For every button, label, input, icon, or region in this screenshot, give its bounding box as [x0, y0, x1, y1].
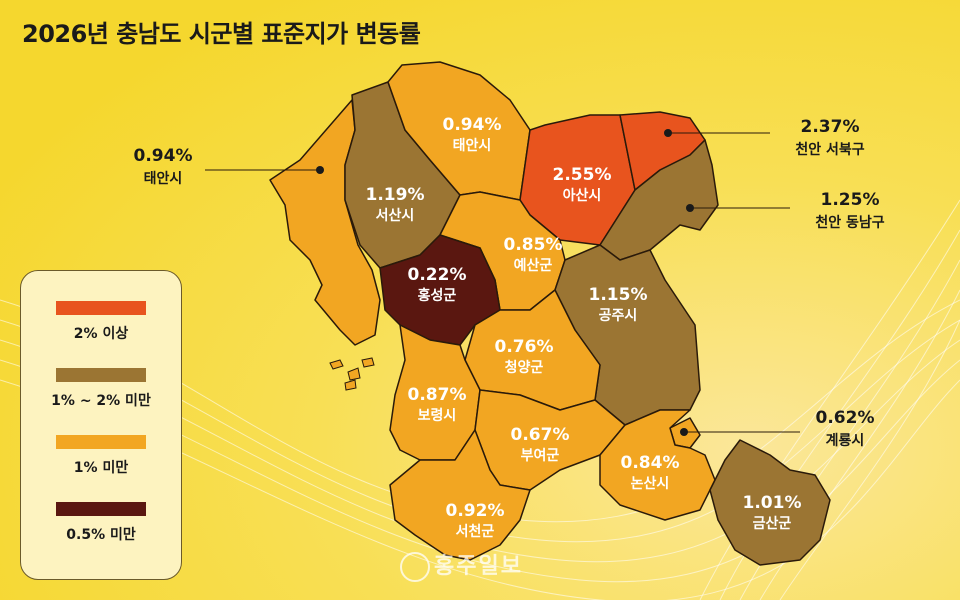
- label-cheonan-seobuk: 2.37% 천안 서북구: [775, 117, 885, 159]
- gyeryong-name: 계룡시: [825, 433, 865, 449]
- region-name-label: 부여군: [521, 447, 560, 464]
- watermark-text: 홍주일보: [434, 554, 523, 579]
- legend: 2% 이상 1% ~ 2% 미만 1% 미만 0.5% 미만: [20, 270, 182, 580]
- region-name-label: 예산군: [514, 257, 553, 274]
- taean-value: 0.94%: [133, 146, 193, 166]
- region-name-label: 서산시: [376, 207, 415, 224]
- legend-swatch: [56, 301, 146, 315]
- region-value-label: 1.01%: [743, 493, 802, 513]
- cheonan-dongnam-value: 1.25%: [820, 190, 880, 210]
- legend-label: 0.5% 미만: [66, 527, 136, 543]
- region-name-label: 금산군: [753, 515, 792, 532]
- region-value-label: 0.76%: [495, 337, 554, 357]
- legend-swatch: [56, 435, 146, 449]
- legend-label: 2% 이상: [73, 326, 129, 342]
- leader-dots: [316, 129, 694, 436]
- region-value-label: 1.15%: [589, 285, 648, 305]
- region-value-label: 0.67%: [511, 425, 570, 445]
- region-value-label: 1.19%: [366, 185, 425, 205]
- legend-swatch: [56, 502, 146, 516]
- region-name-label: 보령시: [418, 408, 457, 424]
- region-seocheon[interactable]: [389, 429, 531, 561]
- taean-name: 태안시: [143, 171, 183, 187]
- watermark-logo-icon: [400, 552, 430, 582]
- label-taean: 0.94% 태안시: [118, 146, 208, 188]
- region-value-label: 0.87%: [408, 385, 467, 405]
- legend-swatch: [56, 368, 146, 382]
- region-name-label: 아산시: [563, 187, 602, 204]
- watermark: 홍주일보: [400, 548, 523, 582]
- legend-item-under05: 0.5% 미만: [21, 502, 181, 544]
- region-value-label: 0.85%: [504, 235, 563, 255]
- region-geumsan[interactable]: [709, 439, 831, 566]
- region-value-label: 0.84%: [621, 453, 680, 473]
- region-name-label: 공주시: [599, 308, 638, 324]
- legend-item-under1: 1% 미만: [21, 435, 181, 477]
- region-value-label: 0.92%: [446, 501, 505, 521]
- region-name-label: 홍성군: [418, 287, 457, 304]
- cheonan-seobuk-name: 천안 서북구: [795, 142, 865, 158]
- label-cheonan-dongnam: 1.25% 천안 동남구: [795, 190, 905, 232]
- region-name-label: 청양군: [505, 360, 544, 376]
- page-title: 2026년 충남도 시군별 표준지가 변동률: [22, 20, 421, 48]
- gyeryong-value: 0.62%: [815, 408, 875, 428]
- region-name-label: 논산시: [631, 475, 670, 492]
- islands: [329, 357, 375, 391]
- legend-item-over2: 2% 이상: [21, 301, 181, 343]
- label-gyeryong: 0.62% 계룡시: [800, 408, 890, 450]
- cheonan-dongnam-name: 천안 동남구: [815, 215, 885, 231]
- region-name-label: 서천군: [456, 524, 495, 540]
- region-name-label: 태안시: [453, 137, 492, 154]
- region-value-label: 0.22%: [408, 265, 467, 285]
- leader-lines: [205, 132, 800, 433]
- legend-label: 1% ~ 2% 미만: [51, 393, 151, 409]
- region-value-label: 0.94%: [443, 115, 502, 135]
- region-nonsan[interactable]: [599, 409, 716, 521]
- legend-item-1to2: 1% ~ 2% 미만: [21, 368, 181, 410]
- legend-label: 1% 미만: [73, 460, 129, 476]
- cheonan-seobuk-value: 2.37%: [800, 117, 860, 137]
- region-value-label: 2.55%: [553, 165, 612, 185]
